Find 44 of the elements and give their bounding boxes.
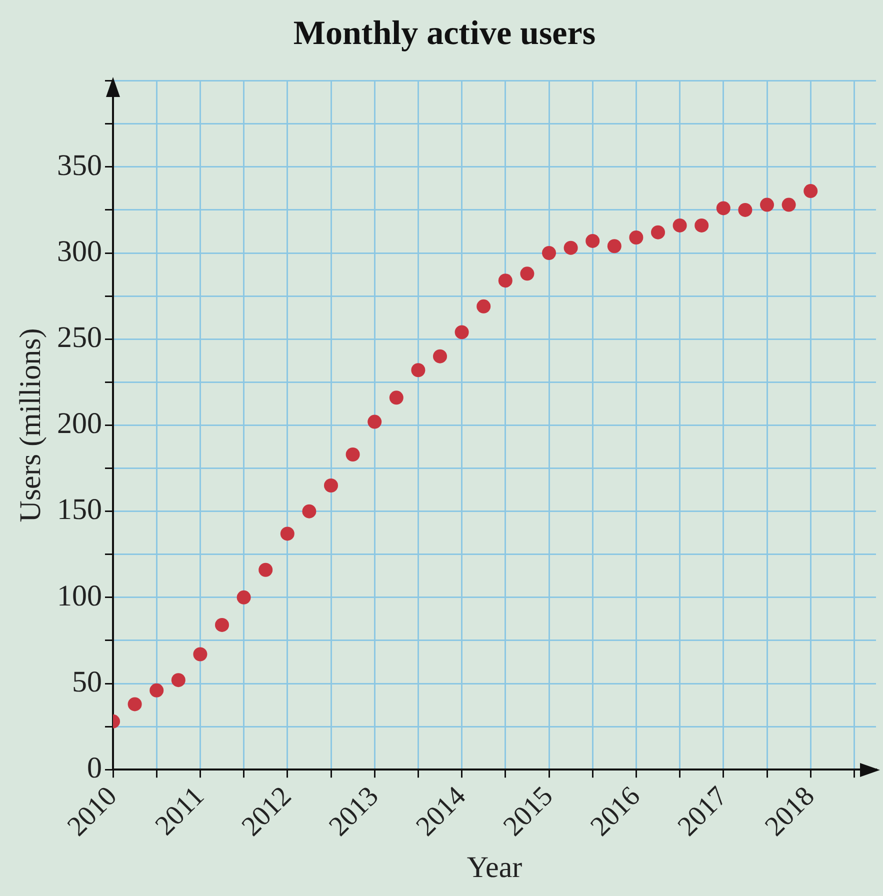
point	[804, 184, 818, 198]
y-tick-label: 300	[57, 234, 102, 268]
x-tick-label: 2011	[150, 780, 210, 842]
point	[586, 234, 600, 248]
point	[520, 266, 534, 281]
y-tick-label: 150	[57, 493, 102, 526]
point	[542, 246, 556, 260]
y-tick-label: 100	[57, 579, 102, 612]
y-tick-label: 350	[57, 148, 102, 182]
point	[607, 239, 622, 254]
y-tick-label: 250	[57, 320, 102, 354]
point	[651, 225, 665, 240]
point	[215, 618, 229, 632]
x-axis-title: Year	[466, 850, 522, 884]
y-axis-title: Users (millions)	[14, 328, 47, 522]
point	[454, 325, 469, 340]
point	[629, 230, 644, 245]
point	[738, 202, 752, 217]
point	[411, 363, 426, 378]
point	[716, 201, 730, 216]
point	[128, 697, 142, 712]
point	[498, 274, 512, 288]
point	[280, 526, 294, 541]
y-tick-label: 0	[87, 752, 102, 785]
point	[302, 504, 316, 518]
point	[760, 198, 774, 212]
point	[564, 240, 578, 255]
point	[476, 299, 491, 314]
chart-title: Monthly active users	[293, 15, 596, 52]
point	[236, 590, 251, 604]
point	[346, 448, 360, 462]
point	[324, 478, 338, 492]
point	[782, 198, 796, 212]
point	[433, 349, 447, 364]
point	[171, 673, 186, 688]
point	[672, 218, 687, 232]
point	[258, 562, 273, 577]
y-tick-label: 200	[57, 407, 102, 440]
point	[150, 683, 164, 698]
point	[389, 390, 404, 405]
point	[193, 647, 208, 662]
y-tick-label: 50	[72, 665, 102, 698]
point	[368, 414, 382, 429]
point	[694, 218, 709, 232]
